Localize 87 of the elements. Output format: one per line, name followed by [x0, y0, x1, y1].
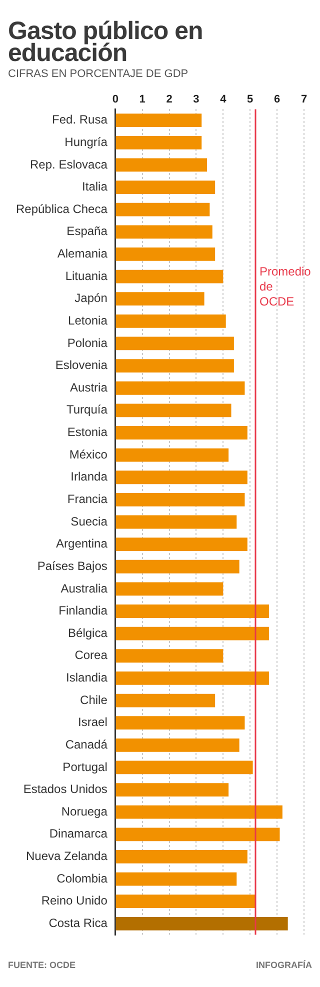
bar	[116, 292, 204, 306]
bar	[116, 448, 229, 462]
x-tick-label: 7	[300, 94, 308, 106]
bar	[116, 760, 253, 774]
y-tick-label: Italia	[82, 180, 108, 194]
y-tick-label: Lituania	[65, 268, 108, 283]
bar	[116, 404, 232, 418]
bar	[116, 828, 280, 842]
text: INFOGRAFÍA	[256, 960, 312, 970]
y-tick-label: Colombia	[56, 871, 108, 886]
y-tick-label: Hungría	[64, 134, 108, 149]
x-tick-label: 6	[274, 94, 280, 106]
x-tick-label: 5	[247, 94, 254, 106]
bar	[116, 359, 234, 372]
bar	[116, 492, 245, 506]
y-tick-label: República Checa	[16, 202, 108, 216]
bar	[116, 270, 224, 284]
y-tick-label: Canadá	[65, 737, 108, 752]
y-tick-label: Rep. Eslovaca	[30, 157, 108, 172]
bar	[116, 716, 245, 730]
bar	[116, 336, 234, 350]
y-tick-label: Argentina	[56, 536, 108, 551]
y-tick-label: Dinamarca	[49, 826, 108, 841]
chart-title: Gasto público en educación	[8, 17, 204, 67]
bar	[116, 694, 216, 708]
y-tick-label: Alemania	[57, 246, 108, 261]
bar	[116, 626, 269, 640]
bar	[116, 738, 240, 752]
x-tick-label: 1	[139, 94, 146, 106]
y-tick-label: Austria	[70, 380, 108, 394]
y-tick-label: Suecia	[70, 514, 108, 528]
bar	[116, 158, 207, 172]
y-tick-label: Francia	[67, 492, 108, 506]
bar	[116, 916, 288, 930]
bar	[116, 381, 245, 395]
x-tick-label: 3	[193, 94, 200, 106]
y-tick-label: Noruega	[61, 804, 108, 818]
bar	[116, 672, 269, 685]
y-tick-label: Estados Unidos	[23, 782, 108, 796]
y-tick-label: Países Bajos	[37, 558, 108, 573]
y-tick-label: México	[69, 447, 108, 462]
x-tick-label: 2	[166, 94, 172, 106]
bar	[116, 560, 240, 574]
y-tick-label: Costa Rica	[48, 916, 108, 930]
y-tick-label: Israel	[78, 715, 108, 730]
bar	[116, 805, 282, 819]
bar	[116, 470, 248, 484]
bar	[116, 515, 237, 529]
y-tick-label: Finlandia	[58, 604, 108, 618]
bar	[116, 180, 216, 194]
y-tick-label: Turquía	[66, 402, 108, 417]
chart-subtitle: CIFRAS EN PORCENTAJE DE GDP	[8, 68, 190, 80]
bar	[116, 850, 248, 864]
bar	[116, 604, 269, 618]
y-tick-label: Irlanda	[70, 470, 108, 484]
y-tick-label: Reino Unido	[41, 894, 108, 908]
bar	[116, 248, 216, 261]
y-tick-label: Eslovenia	[55, 358, 108, 372]
y-tick-label: Corea	[74, 648, 108, 662]
bar	[116, 202, 210, 216]
y-tick-label: Estonia	[67, 425, 108, 440]
y-tick-label: Bélgica	[68, 626, 108, 640]
y-tick-label: Letonia	[68, 313, 108, 328]
y-tick-label: Islandia	[66, 670, 108, 685]
y-tick-label: Chile	[80, 692, 108, 707]
x-tick-label: 4	[220, 94, 228, 106]
y-tick-label: Japón	[74, 291, 108, 306]
bar	[116, 649, 224, 663]
x-tick-label: 0	[112, 94, 118, 106]
y-tick-label: Portugal	[62, 760, 108, 774]
bar	[116, 783, 229, 796]
bar	[116, 894, 256, 908]
y-tick-label: Fed. Rusa	[52, 112, 108, 127]
y-tick-label: Polonia	[67, 336, 108, 350]
y-tick-label: España	[66, 224, 108, 238]
bar	[116, 872, 237, 886]
bar	[116, 426, 248, 440]
bar	[116, 314, 226, 328]
bar	[116, 225, 212, 239]
source-note: FUENTE: OCDE	[8, 960, 76, 970]
bar	[116, 582, 224, 596]
bar	[116, 538, 248, 552]
bar	[116, 114, 202, 128]
y-tick-label: Nueva Zelanda	[26, 849, 108, 864]
ref-line-label: Promedio de OCDE	[260, 264, 312, 308]
y-tick-label: Australia	[60, 581, 108, 596]
bar	[116, 136, 202, 150]
